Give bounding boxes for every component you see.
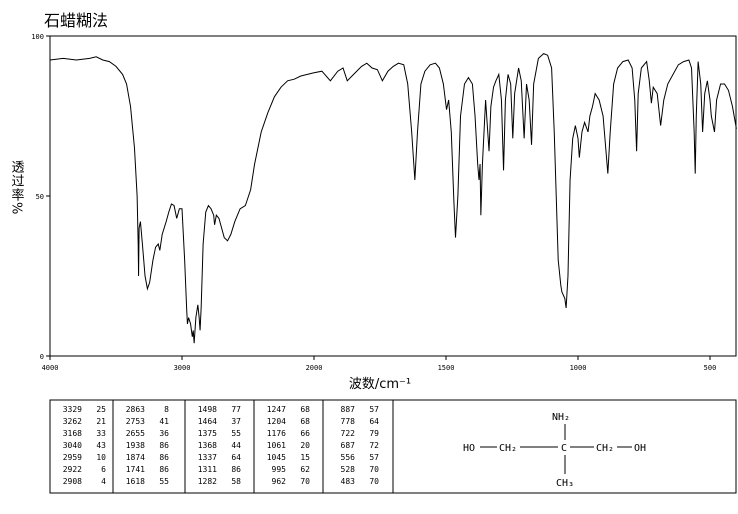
wavenumber-cell: 483 — [341, 477, 356, 486]
wavenumber-cell: 1045 — [267, 453, 286, 462]
wavenumber-cell: 778 — [341, 417, 356, 426]
wavenumber-cell: 887 — [341, 405, 356, 414]
intensity-cell: 57 — [369, 405, 379, 414]
intensity-cell: 57 — [369, 453, 379, 462]
wavenumber-cell: 962 — [272, 477, 287, 486]
x-tick-label: 4000 — [42, 364, 59, 372]
wavenumber-cell: 1282 — [198, 477, 217, 486]
intensity-cell: 6 — [101, 465, 106, 474]
wavenumber-cell: 722 — [341, 429, 356, 438]
table-dividers — [112, 400, 394, 493]
wavenumber-cell: 3040 — [63, 441, 82, 450]
intensity-cell: 79 — [369, 429, 379, 438]
wavenumber-cell: 1741 — [126, 465, 145, 474]
intensity-cell: 86 — [159, 441, 169, 450]
wavenumber-cell: 3262 — [63, 417, 82, 426]
wavenumber-cell: 1618 — [126, 477, 145, 486]
intensity-cell: 37 — [231, 417, 241, 426]
wavenumber-cell: 2655 — [126, 429, 145, 438]
intensity-cell: 15 — [300, 453, 310, 462]
wavenumber-cell: 1498 — [198, 405, 217, 414]
atom-label: OH — [634, 443, 646, 454]
y-tick-label: 0 — [40, 353, 44, 361]
intensity-cell: 77 — [231, 405, 241, 414]
chart-title: 石蜡糊法 — [44, 11, 108, 30]
atom-label: C — [561, 443, 567, 454]
intensity-cell: 86 — [231, 465, 241, 474]
wavenumber-cell: 1375 — [198, 429, 217, 438]
y-axis-label: 透过率% — [9, 160, 25, 215]
x-tick-label: 1500 — [438, 364, 455, 372]
wavenumber-cell: 3168 — [63, 429, 82, 438]
x-tick-label: 2000 — [306, 364, 323, 372]
wavenumber-cell: 2753 — [126, 417, 145, 426]
atom-label: CH₃ — [556, 478, 574, 489]
wavenumber-cell: 1204 — [267, 417, 286, 426]
intensity-cell: 70 — [300, 477, 310, 486]
atom-label: HO — [463, 443, 475, 454]
intensity-cell: 25 — [96, 405, 106, 414]
intensity-cell: 8 — [164, 405, 169, 414]
intensity-cell: 62 — [300, 465, 310, 474]
y-tick-label: 50 — [36, 193, 44, 201]
intensity-cell: 55 — [231, 429, 241, 438]
intensity-cell: 4 — [101, 477, 106, 486]
wavenumber-cell: 556 — [341, 453, 356, 462]
y-tick-label: 100 — [31, 33, 44, 41]
atom-label: NH₂ — [552, 412, 570, 423]
intensity-cell: 43 — [96, 441, 106, 450]
intensity-cell: 58 — [231, 477, 241, 486]
structure: NH₂ HO CH₂ C CH₂ OH CH₃ — [463, 412, 646, 489]
intensity-cell: 66 — [300, 429, 310, 438]
intensity-cell: 41 — [159, 417, 169, 426]
wavenumber-cell: 1874 — [126, 453, 145, 462]
intensity-cell: 55 — [159, 477, 169, 486]
intensity-cell: 68 — [300, 417, 310, 426]
intensity-cell: 86 — [159, 453, 169, 462]
wavenumber-cell: 995 — [272, 465, 287, 474]
x-tick-label: 1000 — [570, 364, 587, 372]
wavenumber-cell: 2908 — [63, 477, 82, 486]
spectrum-line — [49, 53, 737, 344]
wavenumber-cell: 1464 — [198, 417, 217, 426]
wavenumber-cell: 1337 — [198, 453, 217, 462]
intensity-cell: 70 — [369, 477, 379, 486]
intensity-cell: 64 — [231, 453, 241, 462]
wavenumber-cell: 1247 — [267, 405, 286, 414]
wavenumber-cell: 687 — [341, 441, 356, 450]
wavenumber-cell: 2922 — [63, 465, 82, 474]
intensity-cell: 21 — [96, 417, 106, 426]
intensity-cell: 86 — [159, 465, 169, 474]
wavenumber-cell: 2863 — [126, 405, 145, 414]
intensity-cell: 20 — [300, 441, 310, 450]
wavenumber-cell: 1368 — [198, 441, 217, 450]
intensity-cell: 64 — [369, 417, 379, 426]
wavenumber-cell: 2959 — [63, 453, 82, 462]
intensity-cell: 44 — [231, 441, 241, 450]
wavenumber-cell: 1061 — [267, 441, 286, 450]
wavenumber-cell: 1311 — [198, 465, 217, 474]
x-axis-label: 波数/cm⁻¹ — [349, 377, 411, 392]
atom-label: CH₂ — [596, 443, 614, 454]
x-tick-label: 500 — [704, 364, 717, 372]
x-tick-label: 3000 — [174, 364, 191, 372]
intensity-cell: 33 — [96, 429, 106, 438]
intensity-cell: 70 — [369, 465, 379, 474]
intensity-cell: 10 — [96, 453, 106, 462]
wavenumber-cell: 1176 — [267, 429, 286, 438]
intensity-cell: 72 — [369, 441, 379, 450]
wavenumber-cell: 3329 — [63, 405, 82, 414]
intensity-cell: 36 — [159, 429, 169, 438]
wavenumber-cell: 528 — [341, 465, 356, 474]
intensity-cell: 68 — [300, 405, 310, 414]
wavenumber-cell: 1938 — [126, 441, 145, 450]
atom-label: CH₂ — [499, 443, 517, 454]
